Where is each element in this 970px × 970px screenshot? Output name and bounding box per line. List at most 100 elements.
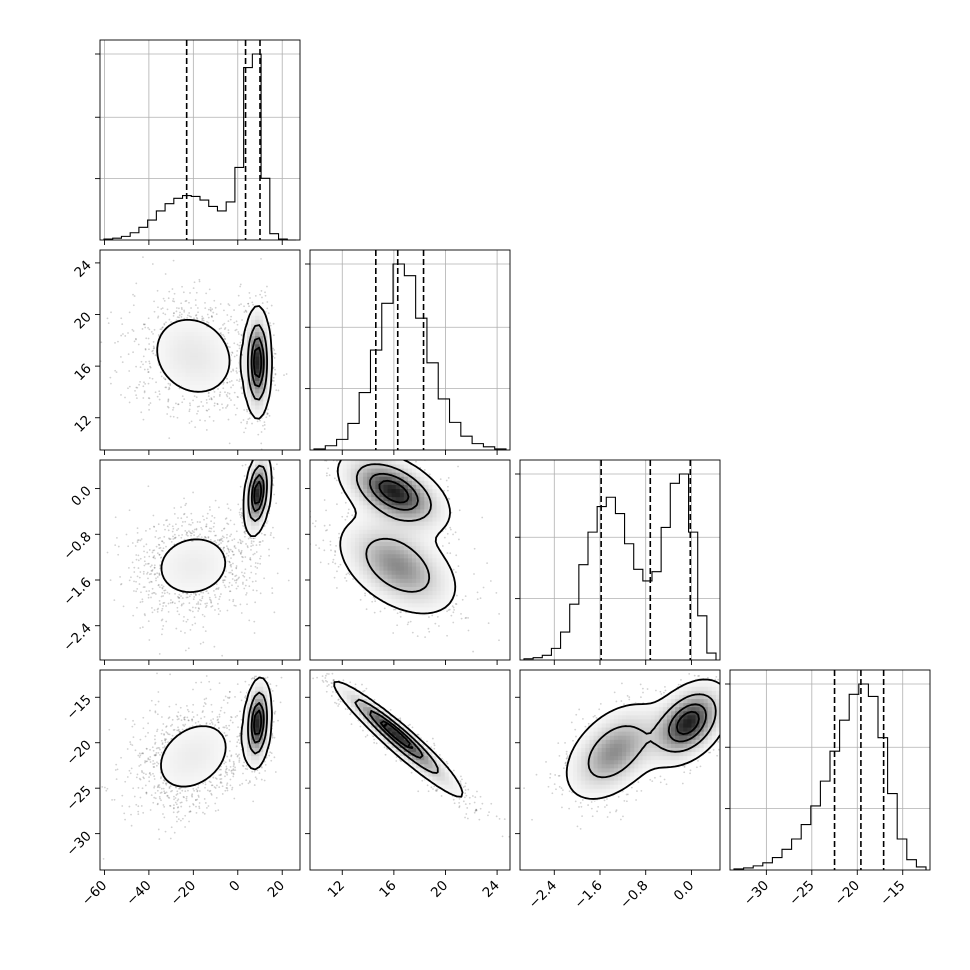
scatter-point (160, 732, 163, 735)
density-cell (263, 388, 268, 394)
scatter-point (237, 541, 240, 544)
panel-content (101, 672, 283, 860)
scatter-point (188, 530, 190, 533)
density-cell (185, 557, 191, 563)
scatter-point (181, 285, 183, 288)
scatter-point (179, 311, 181, 314)
scatter-point (148, 360, 151, 363)
density-cell (255, 311, 260, 316)
scatter-panel-0-2 (99, 457, 301, 661)
density-cell (242, 504, 248, 510)
scatter-point (230, 315, 233, 318)
density-cell (218, 570, 223, 575)
scatter-point (189, 531, 192, 534)
scatter-point (239, 508, 242, 511)
density-cell (193, 566, 199, 571)
scatter-point (142, 397, 145, 399)
density-cell (181, 578, 187, 583)
scatter-point (158, 600, 161, 602)
scatter-point (233, 404, 236, 406)
scatter-point (148, 343, 151, 345)
scatter-point (172, 415, 175, 418)
density-cell (165, 372, 170, 377)
scatter-point (207, 536, 210, 539)
density-cell (267, 376, 272, 382)
scatter-point (142, 418, 145, 421)
scatter-point (193, 789, 195, 792)
scatter-point (267, 312, 270, 315)
scatter-point (223, 335, 226, 338)
scatter-point (150, 596, 152, 599)
density-cell (255, 508, 260, 514)
scatter-point (221, 407, 224, 409)
density-cell (197, 331, 203, 337)
scatter-point (227, 345, 230, 348)
density-cell (177, 356, 183, 361)
density-cell (255, 409, 260, 414)
scatter-point (193, 531, 195, 534)
density-cell (165, 553, 170, 559)
scatter-point (235, 320, 238, 323)
scatter-point (232, 368, 234, 371)
density-cell (193, 541, 199, 547)
scatter-point (206, 409, 209, 412)
scatter-point (110, 311, 112, 314)
density-cell (177, 570, 183, 575)
density-cell (193, 380, 199, 386)
density-cell (255, 492, 260, 498)
density-cell (255, 460, 260, 465)
scatter-point (205, 399, 208, 401)
scatter-point (241, 319, 243, 321)
scatter-point (162, 782, 165, 784)
density-cell (173, 364, 178, 369)
scatter-point (171, 525, 174, 528)
density-cell (177, 327, 183, 333)
density-cell (259, 460, 264, 465)
scatter-point (218, 543, 221, 546)
density-cell (210, 574, 215, 579)
density-cell (189, 364, 195, 369)
scatter-point (162, 585, 165, 588)
density-cell (246, 517, 252, 522)
scatter-point (238, 576, 240, 579)
density-cell (189, 574, 195, 579)
scatter-point (239, 691, 242, 694)
scatter-point (148, 590, 151, 592)
scatter-point (272, 466, 275, 469)
scatter-point (238, 511, 241, 514)
scatter-point (239, 603, 242, 606)
density-cell (210, 372, 215, 377)
scatter-point (186, 314, 189, 317)
scatter-point (141, 787, 144, 790)
scatter-point (259, 457, 261, 459)
scatter-point (145, 590, 148, 593)
scatter-point (166, 591, 169, 594)
scatter-point (127, 332, 129, 334)
density-cell (202, 570, 207, 575)
scatter-point (155, 381, 157, 384)
scatter-point (247, 782, 250, 785)
density-cell (177, 368, 183, 373)
scatter-point (202, 405, 204, 407)
scatter-point (183, 317, 186, 320)
scatter-point (213, 395, 215, 398)
scatter-point (193, 616, 196, 619)
scatter-point (204, 630, 207, 633)
scatter-point (146, 551, 149, 554)
scatter-point (113, 599, 116, 602)
scatter-point (154, 557, 156, 560)
density-cell (169, 570, 174, 575)
density-cell (189, 384, 195, 390)
scatter-point (233, 391, 236, 394)
scatter-point (183, 497, 185, 500)
panel-frame (519, 459, 721, 661)
scatter-point (159, 797, 161, 800)
scatter-point (226, 734, 229, 737)
scatter-point (226, 381, 229, 384)
scatter-point (174, 402, 177, 405)
scatter-point (153, 549, 156, 552)
density-cell (259, 396, 264, 402)
density-cell (202, 384, 207, 390)
density-cell (177, 566, 183, 571)
scatter-point (139, 763, 142, 766)
